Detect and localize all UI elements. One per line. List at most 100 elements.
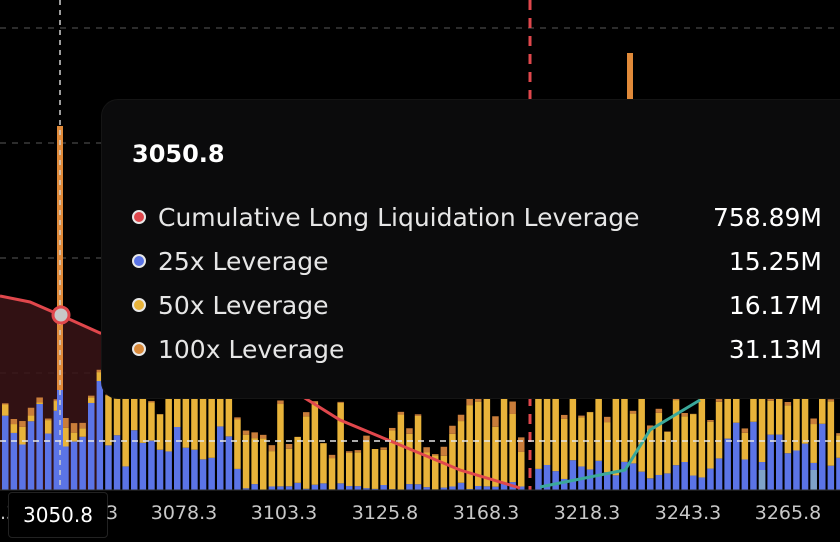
bar-40-orange bbox=[346, 451, 353, 453]
bar-21-yellow bbox=[182, 391, 190, 448]
bar-91-blue bbox=[784, 453, 792, 490]
tooltip-row-label: 100x Leverage bbox=[158, 334, 345, 364]
bar-57-blue bbox=[492, 486, 499, 490]
tooltip-row-3: 100x Leverage 31.13M bbox=[132, 329, 822, 369]
bar-27-orange bbox=[234, 417, 241, 420]
bar-97-blue bbox=[836, 457, 840, 490]
bar-42-blue bbox=[363, 488, 370, 490]
bar-19-yellow bbox=[165, 380, 172, 452]
bar-48-blue bbox=[414, 484, 422, 490]
bar-1-yellow bbox=[10, 424, 18, 433]
cumulative-short-line bbox=[539, 398, 701, 489]
x-tick-label-6: 3265.8 bbox=[754, 502, 822, 524]
bar-76-blue bbox=[655, 474, 663, 490]
bar-29-orange bbox=[251, 432, 258, 439]
bar-65-yellow bbox=[561, 418, 568, 479]
bar-2-blue bbox=[19, 444, 26, 490]
bar-56-blue bbox=[483, 486, 491, 490]
bar-53-blue bbox=[457, 482, 465, 490]
tooltip-row-2: 50x Leverage 16.17M bbox=[132, 285, 822, 325]
bar-33-yellow bbox=[285, 448, 293, 487]
bar-70-blue bbox=[604, 472, 611, 490]
bar-46-orange bbox=[397, 411, 405, 415]
bar-2-yellow bbox=[19, 426, 26, 445]
bar-20-blue bbox=[174, 427, 181, 490]
bar-10-yellow bbox=[88, 397, 95, 403]
bar-95-yellow bbox=[819, 381, 826, 424]
bar-80-blue bbox=[690, 475, 697, 490]
bar-30-orange bbox=[260, 434, 267, 439]
bar-39-orange bbox=[337, 401, 344, 403]
bar-82-yellow bbox=[707, 421, 714, 469]
tooltip-row-1: 25x Leverage 15.25M bbox=[132, 241, 822, 281]
bar-59-orange bbox=[509, 401, 516, 414]
bar-29-blue bbox=[251, 484, 258, 490]
bar-51-orange bbox=[440, 446, 448, 456]
bar-47-yellow bbox=[406, 433, 413, 485]
bar-94-yellow bbox=[810, 424, 817, 463]
bar-52-blue bbox=[449, 486, 456, 490]
bar-9-yellow bbox=[79, 428, 86, 437]
bar-36-yellow bbox=[311, 402, 319, 485]
bar-58-blue bbox=[500, 483, 508, 490]
bar-27-blue bbox=[234, 468, 241, 490]
bar-32-yellow bbox=[277, 404, 284, 487]
bar-77-yellow bbox=[664, 431, 671, 474]
bar-52-orange bbox=[449, 425, 456, 434]
bar-11-blue bbox=[96, 381, 104, 490]
bar-23-blue bbox=[199, 459, 207, 490]
bar-28-blue bbox=[242, 488, 250, 490]
bar-45-orange bbox=[389, 427, 396, 431]
tooltip-row-label: 25x Leverage bbox=[158, 246, 329, 276]
bar-84-blue bbox=[724, 438, 731, 490]
cursor-marker bbox=[51, 305, 71, 325]
bar-45-yellow bbox=[389, 430, 396, 490]
bar-85-blue bbox=[733, 422, 740, 490]
bar-86-yellow bbox=[741, 432, 749, 460]
tooltip-row-value: 31.13M bbox=[728, 334, 822, 364]
bar-60-orange bbox=[518, 437, 525, 452]
bar-63-blue bbox=[543, 464, 551, 490]
bar-38-yellow bbox=[328, 458, 336, 490]
bar-0-blue bbox=[2, 415, 9, 490]
x-tick-label-3: 3168.3 bbox=[452, 502, 520, 524]
bar-47-orange bbox=[406, 428, 413, 434]
x-tick-partial-right: 3 bbox=[105, 502, 119, 524]
bar-34-blue bbox=[294, 482, 301, 490]
bar-89-blue bbox=[767, 434, 774, 490]
bar-24-yellow bbox=[208, 381, 215, 458]
bar-89-orange bbox=[767, 397, 774, 401]
bar-68-yellow bbox=[586, 412, 594, 470]
bar-94-light bbox=[810, 470, 817, 490]
bar-87-blue bbox=[750, 421, 757, 490]
bar-32-orange bbox=[277, 400, 284, 405]
bar-40-blue bbox=[346, 486, 353, 490]
tooltip-title: 3050.8 bbox=[132, 140, 225, 168]
bar-75-yellow bbox=[647, 429, 654, 479]
bar-18-blue bbox=[156, 449, 164, 490]
bar-7-orange bbox=[62, 418, 69, 428]
bar-8-yellow bbox=[70, 432, 78, 442]
bar-78-blue bbox=[672, 465, 680, 490]
bar-55-blue bbox=[475, 486, 482, 490]
bar-64-yellow bbox=[552, 382, 559, 472]
bar-81-yellow bbox=[698, 397, 706, 478]
bar-5-yellow bbox=[45, 420, 52, 434]
bar-8-blue bbox=[70, 441, 78, 490]
bar-83-orange bbox=[715, 398, 723, 402]
bar-1-orange bbox=[10, 418, 18, 425]
tooltip-row-value: 16.17M bbox=[728, 290, 822, 320]
bar-48-orange bbox=[414, 414, 422, 416]
bar-9-blue bbox=[79, 436, 86, 490]
bar-91-orange bbox=[784, 401, 792, 406]
bar-6-orange bbox=[53, 399, 61, 402]
bar-33-blue bbox=[285, 486, 293, 490]
bar-29-yellow bbox=[251, 438, 258, 485]
bar-31-orange bbox=[268, 445, 276, 452]
bar-34-yellow bbox=[294, 436, 301, 483]
bar-38-orange bbox=[328, 454, 336, 459]
bar-68-blue bbox=[586, 469, 594, 490]
bar-97-orange bbox=[836, 433, 840, 436]
bar-58-yellow bbox=[500, 398, 508, 484]
bar-12-yellow bbox=[105, 395, 112, 446]
